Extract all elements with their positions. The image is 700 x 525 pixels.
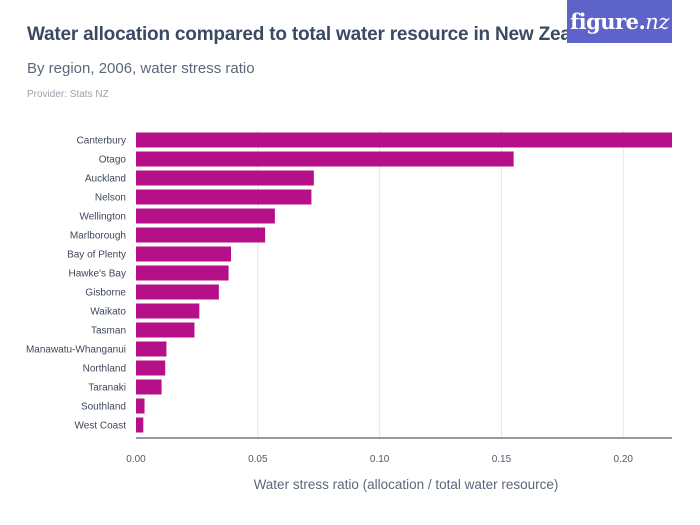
category-label: Gisborne bbox=[85, 288, 126, 299]
category-label: Bay of Plenty bbox=[67, 250, 126, 261]
bar[interactable] bbox=[136, 208, 275, 224]
category-labels: Canterbury Otago Auckland Nelson Wellington M… bbox=[26, 136, 126, 432]
bar[interactable] bbox=[136, 246, 232, 262]
bar[interactable] bbox=[136, 379, 162, 395]
bar[interactable] bbox=[136, 341, 167, 357]
bar[interactable] bbox=[136, 303, 200, 319]
x-tick-label: 0.15 bbox=[492, 454, 512, 465]
bars bbox=[136, 132, 672, 433]
category-label: Taranaki bbox=[88, 383, 126, 394]
bar[interactable] bbox=[136, 417, 144, 433]
bar[interactable] bbox=[136, 322, 195, 338]
provider-note: Provider: Stats NZ bbox=[27, 89, 109, 100]
category-label: Otago bbox=[99, 155, 127, 166]
category-label: Manawatu-Whanganui bbox=[26, 345, 126, 356]
bar[interactable] bbox=[136, 132, 672, 148]
x-tick-label: 0.20 bbox=[614, 454, 634, 465]
bar[interactable] bbox=[136, 398, 145, 414]
category-label: Canterbury bbox=[77, 136, 126, 147]
x-tick-labels: 0.00 0.05 0.10 0.15 0.20 bbox=[126, 454, 633, 465]
x-tick-label: 0.10 bbox=[370, 454, 390, 465]
category-label: Tasman bbox=[91, 326, 126, 337]
bar[interactable] bbox=[136, 151, 514, 167]
category-label: Waikato bbox=[90, 307, 126, 318]
chart-subtitle: By region, 2006, water stress ratio bbox=[27, 60, 255, 77]
figure-nz-logo[interactable]: figure. nz bbox=[567, 0, 672, 43]
logo-text-dot: . bbox=[638, 9, 646, 34]
bar[interactable] bbox=[136, 189, 312, 205]
bar[interactable] bbox=[136, 227, 266, 243]
category-label: Southland bbox=[81, 402, 126, 413]
category-label: Nelson bbox=[95, 193, 126, 204]
category-label: Northland bbox=[83, 364, 126, 375]
logo-text-main: figure bbox=[570, 9, 639, 34]
logo-text-tail: nz bbox=[645, 9, 669, 34]
bar[interactable] bbox=[136, 265, 229, 281]
x-tick-label: 0.05 bbox=[248, 454, 268, 465]
x-axis-title: Water stress ratio (allocation / total w… bbox=[254, 477, 559, 492]
category-label: Marlborough bbox=[70, 231, 126, 242]
category-label: Auckland bbox=[85, 174, 126, 185]
category-label: Hawke's Bay bbox=[69, 269, 127, 280]
chart-title: Water allocation compared to total water… bbox=[27, 24, 609, 45]
bar[interactable] bbox=[136, 360, 166, 376]
bar[interactable] bbox=[136, 170, 314, 186]
category-label: Wellington bbox=[79, 212, 126, 223]
bar[interactable] bbox=[136, 284, 219, 300]
x-tick-label: 0.00 bbox=[126, 454, 146, 465]
category-label: West Coast bbox=[75, 421, 127, 432]
